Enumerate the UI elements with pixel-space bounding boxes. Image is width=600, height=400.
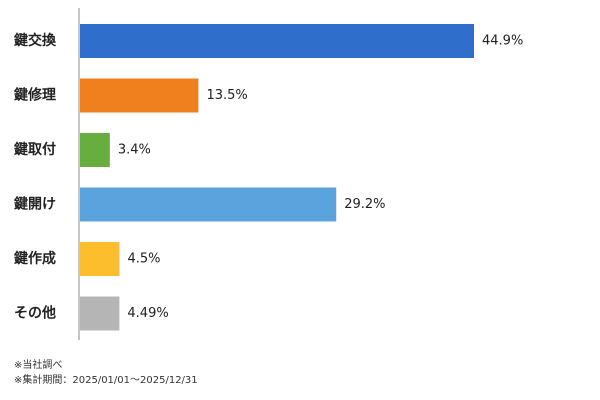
value-label: 29.2% xyxy=(344,197,385,212)
footnotes: ※当社調べ ※集計期間：2025/01/01～2025/12/31 xyxy=(14,358,198,388)
bar xyxy=(80,296,120,331)
source-note: ※当社調べ xyxy=(14,360,63,371)
category-label: 鍵作成 xyxy=(14,250,56,267)
category-label: 鍵交換 xyxy=(14,32,57,49)
category-label: 鍵修理 xyxy=(14,87,56,104)
period-note: ※集計期間：2025/01/01～2025/12/31 xyxy=(14,375,198,386)
value-label: 44.9% xyxy=(482,34,523,49)
value-label: 13.5% xyxy=(206,88,247,103)
bar xyxy=(80,242,120,276)
bar xyxy=(80,133,110,167)
value-label: 4.5% xyxy=(127,252,160,267)
bar xyxy=(80,78,199,113)
value-label: 4.49% xyxy=(127,306,168,321)
value-label: 3.4% xyxy=(118,143,151,158)
category-label: その他 xyxy=(14,305,56,322)
bar xyxy=(80,187,337,222)
category-label: 鍵取付 xyxy=(14,141,56,158)
bar xyxy=(80,24,474,58)
category-label: 鍵開け xyxy=(14,196,56,213)
